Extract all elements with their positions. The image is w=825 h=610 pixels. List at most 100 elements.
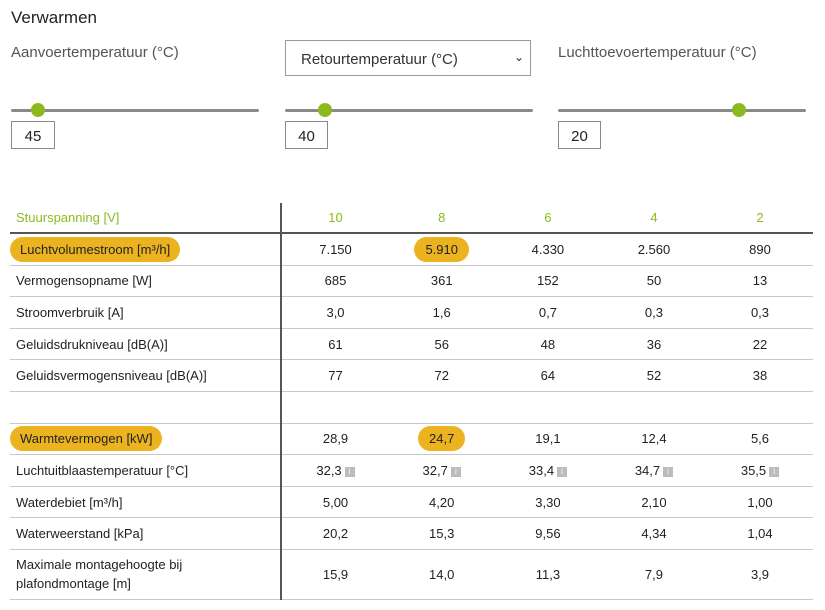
table-row: Luchtuitblaastemperatuur [°C] 32,3 i 32,7… bbox=[10, 454, 813, 487]
table-cell: 34,7 bbox=[634, 462, 661, 478]
table-cell: 13 bbox=[707, 265, 813, 298]
table-cell: 19,1 bbox=[494, 423, 601, 456]
table-cell: 15,9 bbox=[281, 549, 389, 600]
table-cell: 1,04 bbox=[707, 517, 813, 550]
table-header-row: Stuurspanning [V] 10 8 6 4 2 bbox=[10, 203, 813, 234]
table-cell: 3,9 bbox=[707, 549, 813, 600]
table-cell: 11,3 bbox=[494, 549, 601, 600]
return-temp-slider-track[interactable] bbox=[285, 109, 533, 112]
table-row: Vermogensopname [W] 685 361 152 50 13 bbox=[10, 265, 813, 298]
highlighted-value: 5.910 bbox=[414, 236, 469, 262]
table-cell: 5,00 bbox=[281, 486, 389, 519]
table-cell: 7,9 bbox=[600, 549, 707, 600]
table-row: Luchtvolumestroom [m³/h] 7.150 5.910 4.3… bbox=[10, 233, 813, 266]
heat-output-label-highlighted: Warmtevermogen [kW] bbox=[10, 426, 163, 452]
table-row: Geluidsdrukniveau [dB(A)] 61 56 48 36 22 bbox=[10, 328, 813, 361]
row-label-line: Maximale montagehoogte bij bbox=[16, 557, 183, 573]
table-cell: 685 bbox=[281, 265, 389, 298]
supply-temp-input[interactable]: 45 bbox=[11, 121, 55, 149]
table-cell: 5,6 bbox=[707, 423, 813, 456]
table-row: Stroomverbruik [A] 3,0 1,6 0,7 0,3 0,3 bbox=[10, 296, 813, 329]
table-row: Maximale montagehoogte bij plafondmontage… bbox=[10, 549, 813, 600]
table-cell: 14,0 bbox=[388, 549, 495, 600]
table-row: Waterweerstand [kPa] 20,2 15,3 9,56 4,34… bbox=[10, 517, 813, 550]
table-cell: 36 bbox=[600, 328, 707, 361]
table-cell: 3,30 bbox=[494, 486, 601, 519]
air-supply-temp-slider-handle[interactable] bbox=[732, 103, 747, 117]
row-label: Waterweerstand [kPa] bbox=[10, 517, 283, 550]
table-cell: 890 bbox=[707, 233, 813, 266]
table-cell: 12,4 bbox=[600, 423, 707, 456]
table-cell: 56 bbox=[388, 328, 495, 361]
table-cell: 72 bbox=[388, 359, 495, 392]
row-label: Waterdebiet [m³/h] bbox=[10, 486, 283, 519]
chevron-down-icon: ⌄ bbox=[513, 50, 524, 64]
header-cell: 8 bbox=[388, 203, 495, 234]
info-icon[interactable]: i bbox=[344, 466, 355, 477]
supply-temp-slider-track[interactable] bbox=[11, 109, 259, 112]
info-icon[interactable]: i bbox=[769, 466, 780, 477]
info-icon[interactable]: i bbox=[450, 466, 461, 477]
table-cell: 28,9 bbox=[281, 423, 389, 456]
table-cell: 0,7 bbox=[494, 296, 601, 329]
table-cell: 77 bbox=[281, 359, 389, 392]
table-cell: 9,56 bbox=[494, 517, 601, 550]
table-cell: 4.330 bbox=[494, 233, 601, 266]
info-icon[interactable]: i bbox=[557, 466, 568, 477]
table-cell: 1,6 bbox=[388, 296, 495, 329]
performance-table: Stuurspanning [V] 10 8 6 4 2 Luchtvolume… bbox=[10, 203, 813, 600]
header-cell: 6 bbox=[494, 203, 601, 234]
header-cell: 2 bbox=[707, 203, 813, 234]
return-temp-slider-handle[interactable] bbox=[317, 103, 332, 117]
row-label: Stroomverbruik [A] bbox=[10, 296, 283, 329]
row-label: Vermogensopname [W] bbox=[10, 265, 283, 298]
row-label: Luchtuitblaastemperatuur [°C] bbox=[10, 454, 283, 487]
row-label: Geluidsdrukniveau [dB(A)] bbox=[10, 328, 283, 361]
table-row: Waterdebiet [m³/h] 5,00 4,20 3,30 2,10 1… bbox=[10, 486, 813, 519]
table-cell: 3,0 bbox=[281, 296, 389, 329]
table-cell: 52 bbox=[600, 359, 707, 392]
table-cell: 15,3 bbox=[388, 517, 495, 550]
table-cell: 32,7 bbox=[422, 462, 448, 478]
table-cell: 2,10 bbox=[600, 486, 707, 519]
table-cell: 0,3 bbox=[600, 296, 707, 329]
return-temp-select-value: Retourtemperatuur (°C) bbox=[301, 51, 458, 68]
air-supply-temp-input[interactable]: 20 bbox=[558, 121, 601, 149]
table-cell: 33,4 bbox=[528, 462, 555, 478]
spacer-row bbox=[10, 391, 813, 424]
supply-temp-slider-handle[interactable] bbox=[31, 103, 46, 117]
table-cell: 22 bbox=[707, 328, 813, 361]
table-row: Warmtevermogen [kW] 28,9 24,7 19,1 12,4 … bbox=[10, 423, 813, 456]
row-label-line: plafondmontage [m] bbox=[16, 576, 131, 592]
table-cell: 2.560 bbox=[600, 233, 707, 266]
return-temp-select[interactable]: Retourtemperatuur (°C) ⌄ bbox=[285, 40, 531, 76]
table-cell: 64 bbox=[494, 359, 601, 392]
table-cell: 61 bbox=[281, 328, 389, 361]
table-cell: 7.150 bbox=[281, 233, 389, 266]
info-icon[interactable]: i bbox=[663, 466, 674, 477]
row-label: Maximale montagehoogte bij plafondmontage… bbox=[10, 549, 283, 600]
airflow-label-highlighted: Luchtvolumestroom [m³/h] bbox=[10, 236, 181, 262]
page-title: Verwarmen bbox=[11, 8, 97, 27]
table-cell: 35,5 bbox=[740, 462, 767, 478]
air-supply-temp-label: Luchttoevoertemperatuur (°C) bbox=[558, 44, 757, 61]
table-cell: 0,3 bbox=[707, 296, 813, 329]
table-cell: 4,20 bbox=[388, 486, 495, 519]
table-cell: 38 bbox=[707, 359, 813, 392]
header-cell: 4 bbox=[600, 203, 707, 234]
table-cell: 48 bbox=[494, 328, 601, 361]
table-cell: 152 bbox=[494, 265, 601, 298]
return-temp-input[interactable]: 40 bbox=[285, 121, 328, 149]
header-cell: 10 bbox=[281, 203, 389, 234]
table-cell: 50 bbox=[600, 265, 707, 298]
table-cell: 32,3 bbox=[316, 462, 342, 478]
supply-temp-label: Aanvoertemperatuur (°C) bbox=[11, 44, 179, 61]
highlighted-value: 24,7 bbox=[418, 426, 466, 452]
control-voltage-label: Stuurspanning [V] bbox=[10, 203, 283, 234]
table-row: Geluidsvermogensniveau [dB(A)] 77 72 64 … bbox=[10, 359, 813, 392]
table-cell: 1,00 bbox=[707, 486, 813, 519]
table-cell: 4,34 bbox=[600, 517, 707, 550]
table-cell: 361 bbox=[388, 265, 495, 298]
air-supply-temp-slider-track[interactable] bbox=[558, 109, 806, 112]
row-label: Geluidsvermogensniveau [dB(A)] bbox=[10, 359, 283, 392]
